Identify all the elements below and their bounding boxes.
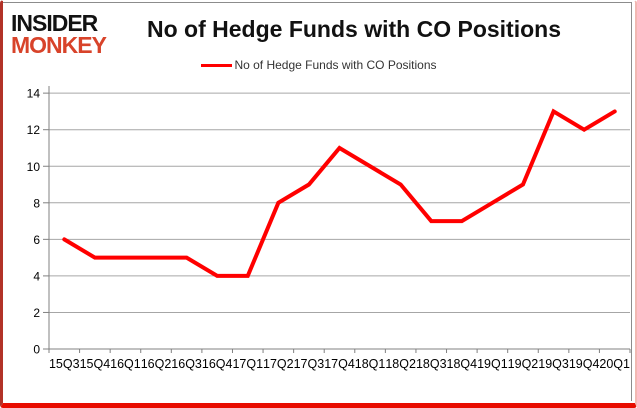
x-axis-tick-label: 17Q2 bbox=[263, 357, 294, 371]
x-axis-tick-label: 16Q3 bbox=[171, 357, 202, 371]
insider-monkey-logo: INSIDER MONKEY bbox=[11, 10, 107, 58]
x-axis-tick-label: 17Q1 bbox=[232, 357, 263, 371]
y-axis-tick-label: 14 bbox=[27, 87, 41, 101]
y-axis-tick-label: 8 bbox=[33, 196, 40, 210]
x-axis-tick-label: 15Q4 bbox=[80, 357, 111, 371]
legend-line-swatch bbox=[201, 63, 233, 67]
legend-label: No of Hedge Funds with CO Positions bbox=[234, 58, 437, 72]
x-axis-tick-label: 19Q1 bbox=[477, 357, 508, 371]
series-line bbox=[62, 108, 617, 278]
x-axis-tick-label: 19Q4 bbox=[569, 357, 600, 371]
x-axis-tick-label: 15Q3 bbox=[49, 357, 80, 371]
y-axis-tick-label: 4 bbox=[33, 269, 40, 283]
x-axis-tick-label: 19Q3 bbox=[538, 357, 569, 371]
chart-legend: No of Hedge Funds with CO Positions bbox=[3, 58, 635, 72]
y-axis-tick-label: 12 bbox=[27, 123, 41, 137]
x-axis-tick-label: 17Q3 bbox=[294, 357, 325, 371]
chart-title: No of Hedge Funds with CO Positions bbox=[147, 16, 561, 42]
y-axis-tick-label: 6 bbox=[33, 233, 40, 247]
x-axis-tick-label: 18Q4 bbox=[447, 357, 478, 371]
x-axis-tick-label: 19Q2 bbox=[508, 357, 539, 371]
x-axis-tick-label: 16Q1 bbox=[110, 357, 141, 371]
y-axis-tick-label: 10 bbox=[27, 160, 41, 174]
x-axis-tick-label: 18Q3 bbox=[416, 357, 447, 371]
x-axis-tick-label: 17Q4 bbox=[324, 357, 355, 371]
x-axis-tick-label: 18Q1 bbox=[355, 357, 386, 371]
x-axis-tick-label: 16Q2 bbox=[141, 357, 172, 371]
y-axis-tick-label: 0 bbox=[33, 343, 40, 357]
logo-text-monkey: MONKEY bbox=[11, 31, 107, 58]
x-axis-tick-label: 18Q2 bbox=[385, 357, 416, 371]
x-axis-tick-label: 16Q4 bbox=[202, 357, 233, 371]
y-axis-tick-label: 2 bbox=[33, 306, 40, 320]
x-axis-tick-label: 20Q1 bbox=[599, 357, 630, 371]
logo-text-insider: INSIDER bbox=[11, 10, 98, 36]
